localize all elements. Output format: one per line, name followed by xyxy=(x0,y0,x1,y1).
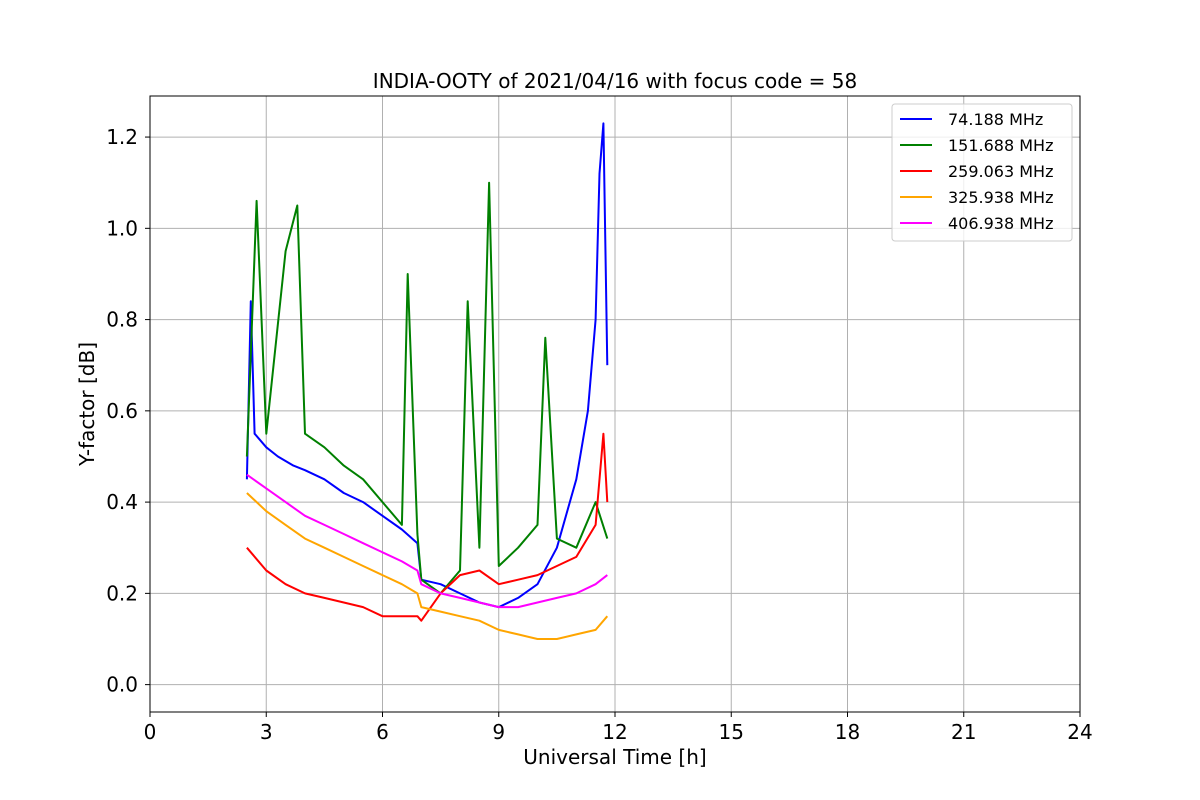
y-axis-ticks: 0.0 0.2 0.4 0.6 0.8 1.0 1.2 xyxy=(106,125,150,697)
legend-label: 74.188 MHz xyxy=(948,110,1043,129)
legend: 74.188 MHz 151.688 MHz 259.063 MHz 325.938 … xyxy=(891,103,1073,242)
x-tick-label: 18 xyxy=(835,720,860,744)
x-tick-label: 3 xyxy=(260,720,273,744)
x-tick-label: 24 xyxy=(1067,720,1092,744)
series-layer xyxy=(245,122,609,640)
y-axis-title: Y-factor [dB] xyxy=(75,342,99,467)
x-axis-title: Universal Time [h] xyxy=(523,745,706,769)
x-tick-label: 15 xyxy=(719,720,744,744)
y-tick-label: 0.2 xyxy=(106,581,138,605)
series-line-3 xyxy=(246,492,609,640)
y-tick-label: 0.8 xyxy=(106,308,138,332)
y-tick-label: 1.2 xyxy=(106,125,138,149)
x-tick-label: 6 xyxy=(376,720,389,744)
series-line-4 xyxy=(246,473,608,609)
legend-label: 151.688 MHz xyxy=(948,136,1053,155)
y-tick-label: 0.6 xyxy=(106,399,138,423)
legend-label: 406.938 MHz xyxy=(948,214,1053,233)
chart-title: INDIA-OOTY of 2021/04/16 with focus code… xyxy=(373,69,857,93)
legend-label: 259.063 MHz xyxy=(948,162,1053,181)
series-line-2 xyxy=(246,432,609,622)
legend-box xyxy=(891,103,1073,242)
x-tick-label: 0 xyxy=(144,720,157,744)
y-tick-label: 0.4 xyxy=(106,490,138,514)
series-line-1 xyxy=(245,181,609,595)
x-tick-label: 9 xyxy=(492,720,505,744)
x-axis-ticks: 0 3 6 9 12 15 18 21 24 xyxy=(144,712,1093,744)
x-tick-label: 21 xyxy=(951,720,976,744)
legend-label: 325.938 MHz xyxy=(948,188,1053,207)
y-tick-label: 0.0 xyxy=(106,673,138,697)
x-tick-label: 12 xyxy=(602,720,627,744)
y-tick-label: 1.0 xyxy=(106,216,138,240)
